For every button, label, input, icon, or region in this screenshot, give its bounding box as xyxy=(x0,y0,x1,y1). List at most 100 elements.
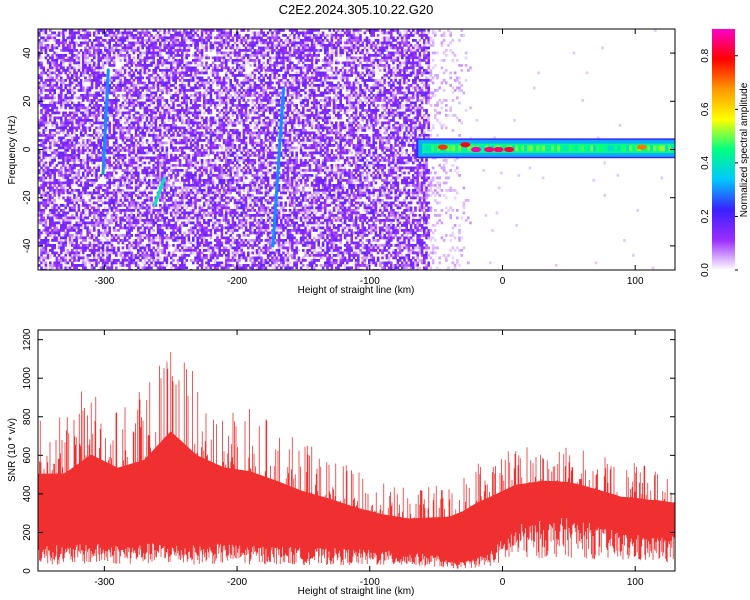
heatmap-cell xyxy=(174,136,177,140)
heatmap-cell xyxy=(123,94,127,97)
heatmap-cell xyxy=(101,234,105,237)
heatmap-cell xyxy=(130,176,133,180)
heatmap-cell xyxy=(86,61,89,65)
heatmap-cell xyxy=(49,146,52,150)
heatmap-cell xyxy=(51,44,54,47)
heatmap-cell xyxy=(101,241,105,245)
heatmap-cell xyxy=(44,106,48,110)
heatmap-cell xyxy=(112,176,116,180)
heatmap-cell xyxy=(128,154,131,157)
heatmap-cell xyxy=(108,29,111,32)
heatmap-cell xyxy=(88,46,92,50)
heatmap-cell xyxy=(159,199,162,202)
heatmap-cell xyxy=(106,56,109,60)
heatmap-cell xyxy=(189,146,193,150)
heatmap-cell xyxy=(163,151,166,155)
heatmap-cell xyxy=(86,221,89,225)
heatmap-cell xyxy=(194,196,197,200)
heatmap-cell xyxy=(60,84,63,87)
heatmap-cell xyxy=(38,144,41,147)
heatmap-cell xyxy=(88,99,92,102)
heatmap-cell xyxy=(172,96,175,100)
heatmap-cell xyxy=(163,211,166,215)
heatmap-cell xyxy=(200,69,204,72)
heatmap-cell xyxy=(159,116,162,120)
heatmap-cell xyxy=(137,129,140,132)
heatmap-cell xyxy=(82,146,85,150)
heatmap-cell xyxy=(141,229,144,232)
heatmap-cell xyxy=(75,31,78,35)
heatmap-cell xyxy=(167,224,171,227)
heatmap-cell xyxy=(40,144,43,147)
heatmap-cell xyxy=(134,186,138,190)
heatmap-cell xyxy=(46,191,50,195)
heatmap-cell xyxy=(130,169,133,172)
heatmap-cell xyxy=(194,74,197,77)
heatmap-cell xyxy=(112,99,116,102)
heatmap-cell xyxy=(132,216,136,220)
heatmap-cell xyxy=(86,49,89,52)
heatmap-cell xyxy=(185,259,188,262)
heatmap-cell xyxy=(42,36,45,40)
heatmap-cell xyxy=(189,164,193,167)
heatmap-cell xyxy=(134,206,138,210)
heatmap-cell xyxy=(156,236,160,240)
heatmap-cell xyxy=(99,199,103,202)
heatmap-cell xyxy=(156,231,160,235)
heatmap-cell xyxy=(134,221,138,225)
heatmap-cell xyxy=(203,171,206,175)
heatmap-cell xyxy=(185,164,188,167)
heatmap-cell xyxy=(104,201,107,205)
heatmap-cell xyxy=(99,241,103,245)
heatmap-cell xyxy=(71,126,74,130)
heatmap-cell xyxy=(156,106,160,110)
heatmap-cell xyxy=(66,266,70,270)
heatmap-cell xyxy=(38,31,41,35)
heatmap-cell xyxy=(57,79,61,82)
heatmap-cell xyxy=(88,156,92,160)
heatmap-cell xyxy=(57,189,61,192)
heatmap-cell xyxy=(152,259,155,262)
heatmap-cell xyxy=(55,86,59,90)
heatmap-cell xyxy=(132,79,136,82)
heatmap-cell xyxy=(143,94,147,97)
heatmap-cell xyxy=(150,211,153,215)
heatmap-cell xyxy=(163,141,166,145)
heatmap-cell xyxy=(137,164,140,167)
heatmap-cell xyxy=(194,61,197,65)
heatmap-cell xyxy=(44,81,48,85)
heatmap-cell xyxy=(126,226,129,230)
heatmap-cell xyxy=(42,171,45,175)
heatmap-cell xyxy=(115,124,118,127)
heatmap-cell xyxy=(145,246,149,250)
heatmap-cell xyxy=(205,266,208,270)
heatmap-cell xyxy=(66,89,70,92)
heatmap-cell xyxy=(150,111,153,115)
heatmap-cell xyxy=(119,251,122,255)
heatmap-cell xyxy=(161,76,164,80)
heatmap-cell xyxy=(152,246,155,250)
heatmap-cell xyxy=(207,189,210,192)
heatmap-cell xyxy=(110,164,114,167)
heatmap-cell xyxy=(51,104,54,107)
heatmap-cell xyxy=(139,236,142,240)
heatmap-cell xyxy=(106,49,109,52)
heatmap-cell xyxy=(64,31,67,35)
heatmap-cell xyxy=(110,216,114,220)
heatmap-cell xyxy=(185,131,188,135)
heatmap-cell xyxy=(90,249,94,252)
heatmap-cell xyxy=(200,49,204,52)
heatmap-cell xyxy=(99,156,103,160)
heatmap-cell xyxy=(200,124,204,127)
heatmap-cell xyxy=(143,259,147,262)
heatmap-cell xyxy=(187,239,191,242)
heatmap-cell xyxy=(134,154,138,157)
heatmap-cell xyxy=(134,241,138,245)
heatmap-cell xyxy=(178,84,182,87)
heatmap-cell xyxy=(130,244,133,247)
heatmap-cell xyxy=(170,124,173,127)
heatmap-cell xyxy=(165,134,169,137)
heatmap-cell xyxy=(192,259,195,262)
heatmap-cell xyxy=(174,74,177,77)
heatmap-cell xyxy=(207,214,210,217)
